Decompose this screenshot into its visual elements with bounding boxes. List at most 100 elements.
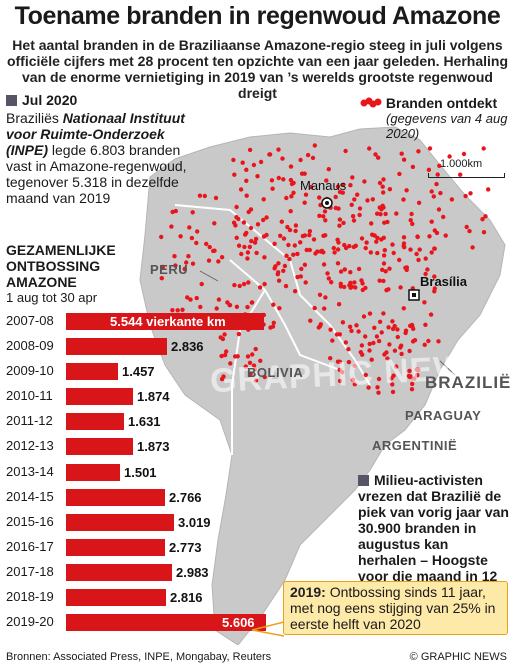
fire-dot: [295, 251, 300, 257]
fire-dot: [412, 338, 418, 343]
fire-dot: [416, 149, 421, 154]
fire-dot: [276, 147, 281, 152]
fire-dot: [198, 304, 203, 310]
fire-dot: [334, 332, 340, 337]
country-border: [174, 204, 371, 386]
fire-dot: [159, 234, 164, 240]
fire-dot: [404, 188, 409, 193]
fire-dot: [371, 340, 376, 346]
fire-dot: [369, 357, 374, 362]
fire-dot: [415, 373, 420, 378]
fire-dot: [285, 224, 290, 230]
fire-dot: [351, 244, 356, 250]
fire-dot: [317, 213, 322, 218]
fire-dot: [346, 359, 352, 365]
fire-dot: [329, 280, 334, 285]
fire-dot: [237, 283, 242, 289]
fire-dot: [361, 314, 367, 319]
fire-dot: [367, 348, 372, 353]
fire-dot: [411, 326, 416, 331]
fire-dot: [410, 381, 415, 387]
fire-dot: [362, 179, 367, 184]
fire-dot: [302, 200, 307, 205]
bar-row: 2013-14 1.501: [0, 460, 320, 485]
fire-dot: [220, 336, 226, 342]
fire-dot: [407, 368, 412, 374]
fire-dot: [375, 211, 380, 216]
bar-value-label: 2.766: [169, 489, 202, 505]
fire-dot: [337, 189, 343, 195]
fire-dot: [302, 262, 308, 267]
bar-year-label: 2008-09: [6, 338, 54, 354]
bar-year-label: 2017-18: [6, 563, 54, 579]
fire-dot: [401, 157, 407, 162]
bar-row: 2019-20 5.606: [0, 610, 320, 635]
inpe-panel: Jul 2020 Braziliës Nationaal Instituut v…: [6, 92, 194, 206]
fire-dot: [337, 367, 342, 372]
fire-dot: [236, 216, 241, 222]
fire-dot: [295, 274, 300, 280]
fire-dot: [308, 318, 313, 323]
fire-dot: [305, 152, 311, 158]
fire-dot: [381, 253, 387, 258]
bar-row: 2010-11 1.874: [0, 384, 320, 409]
fire-dot: [355, 192, 360, 197]
label-argentina: ARGENTINIË: [372, 438, 458, 453]
fire-dot: [370, 197, 375, 202]
label-brazil: BRAZILIË: [425, 373, 512, 392]
fire-dot: [190, 210, 195, 215]
fire-dot: [426, 338, 431, 344]
fire-dot: [261, 217, 266, 223]
fire-dot: [423, 322, 428, 327]
bar: [66, 463, 120, 481]
fire-dot: [244, 178, 249, 183]
fire-dot: [247, 147, 253, 153]
fire-dot: [289, 194, 294, 199]
fire-dot: [384, 288, 389, 293]
fire-dot: [373, 152, 378, 157]
fire-dot: [211, 248, 216, 254]
fire-dot: [318, 322, 323, 327]
fire-dot: [375, 385, 380, 390]
fire-dot: [298, 240, 303, 245]
deforestation-heading-line: ONTBOSSING: [6, 258, 101, 274]
bar: [66, 563, 172, 581]
deforestation-heading-line: GEZAMENLIJKE: [6, 242, 116, 258]
fire-dot: [234, 304, 240, 309]
fire-dot: [350, 214, 356, 219]
fire-dot: [255, 174, 260, 179]
bar-value-label: 2.836: [171, 339, 204, 355]
fire-dot: [261, 197, 266, 202]
fire-dot: [288, 209, 293, 214]
fire-dot: [276, 278, 282, 283]
fire-dot: [241, 220, 247, 225]
subtitle-line: van de enorme vernietiging in 2019 van ’…: [22, 69, 493, 101]
fire-dot: [392, 323, 397, 329]
fire-dot: [394, 364, 399, 369]
fire-dot: [271, 302, 276, 307]
fire-dot: [366, 385, 371, 390]
fire-dot: [278, 233, 283, 238]
fire-dot: [321, 262, 327, 267]
fire-dot: [300, 233, 306, 239]
fire-dot: [335, 184, 341, 189]
fire-dot: [276, 270, 281, 275]
fire-dot: [232, 282, 237, 288]
fire-dot: [251, 363, 257, 368]
fire-dot: [252, 240, 258, 245]
fire-dot: [199, 281, 204, 287]
fire-dot: [464, 224, 469, 230]
bar-row: 2012-13 1.873: [0, 434, 320, 459]
fire-dot: [387, 266, 392, 271]
fire-dot: [245, 354, 251, 359]
fire-dot: [357, 206, 363, 211]
fire-dot: [257, 285, 263, 290]
bar-value-label: 1.501: [124, 464, 157, 480]
fire-dot: [194, 240, 199, 246]
fire-dot: [367, 311, 373, 316]
bar: [66, 488, 165, 506]
bar: [66, 438, 133, 456]
fire-dot: [189, 235, 195, 241]
fire-dot: [323, 218, 328, 223]
fire-dot: [347, 324, 353, 329]
